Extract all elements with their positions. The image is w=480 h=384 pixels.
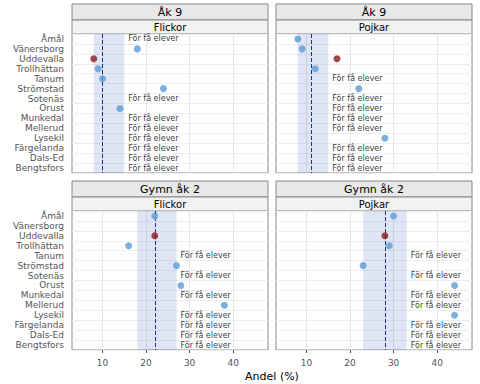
svg-text:För få elever: För få elever bbox=[181, 320, 232, 330]
svg-text:För få elever: För få elever bbox=[332, 143, 383, 153]
svg-text:För få elever: För få elever bbox=[332, 153, 383, 163]
svg-text:Tanum: Tanum bbox=[33, 251, 64, 261]
svg-text:Sotenäs: Sotenäs bbox=[28, 94, 65, 104]
svg-text:20: 20 bbox=[344, 358, 356, 368]
svg-text:10: 10 bbox=[97, 358, 109, 368]
svg-text:För få elever: För få elever bbox=[128, 123, 179, 133]
svg-text:Vänersborg: Vänersborg bbox=[13, 44, 64, 54]
svg-text:Färgelanda: Färgelanda bbox=[14, 320, 64, 330]
svg-text:20: 20 bbox=[140, 358, 152, 368]
svg-text:För få elever: För få elever bbox=[411, 340, 462, 350]
svg-text:För få elever: För få elever bbox=[128, 93, 179, 103]
svg-text:Trollhättan: Trollhättan bbox=[15, 64, 64, 74]
svg-text:För få elever: För få elever bbox=[332, 163, 383, 173]
svg-text:Uddevalla: Uddevalla bbox=[19, 54, 64, 64]
svg-text:Lysekil: Lysekil bbox=[34, 133, 64, 143]
svg-text:Lysekil: Lysekil bbox=[34, 310, 64, 320]
svg-text:För få elever: För få elever bbox=[411, 250, 462, 260]
svg-text:Gymn åk 2: Gymn åk 2 bbox=[140, 183, 200, 196]
svg-text:Åk 9: Åk 9 bbox=[158, 6, 182, 19]
svg-text:Åk 9: Åk 9 bbox=[362, 6, 386, 19]
svg-text:För få elever: För få elever bbox=[332, 113, 383, 123]
svg-text:40: 40 bbox=[431, 358, 443, 368]
svg-text:30: 30 bbox=[184, 358, 196, 368]
svg-text:För få elever: För få elever bbox=[181, 270, 232, 280]
svg-text:För få elever: För få elever bbox=[181, 340, 232, 350]
svg-text:För få elever: För få elever bbox=[181, 330, 232, 340]
svg-text:Gymn åk 2: Gymn åk 2 bbox=[344, 183, 404, 196]
svg-text:Strömstad: Strömstad bbox=[18, 84, 64, 94]
svg-text:För få elever: För få elever bbox=[411, 330, 462, 340]
svg-text:Strömstad: Strömstad bbox=[18, 261, 64, 271]
svg-text:30: 30 bbox=[388, 358, 400, 368]
svg-text:För få elever: För få elever bbox=[332, 103, 383, 113]
svg-text:40: 40 bbox=[227, 358, 239, 368]
svg-text:Färgelanda: Färgelanda bbox=[14, 143, 64, 153]
svg-text:För få elever: För få elever bbox=[332, 93, 383, 103]
svg-text:Vänersborg: Vänersborg bbox=[13, 221, 64, 231]
svg-text:För få elever: För få elever bbox=[411, 320, 462, 330]
svg-text:Sotenäs: Sotenäs bbox=[28, 271, 65, 281]
svg-text:Åmål: Åmål bbox=[41, 33, 64, 44]
svg-text:För få elever: För få elever bbox=[128, 113, 179, 123]
svg-text:För få elever: För få elever bbox=[411, 300, 462, 310]
svg-text:Tanum: Tanum bbox=[33, 74, 64, 84]
svg-text:Uddevalla: Uddevalla bbox=[19, 231, 64, 241]
svg-text:För få elever: För få elever bbox=[332, 123, 383, 133]
svg-text:Bengtsfors: Bengtsfors bbox=[16, 340, 65, 350]
svg-text:Mellerud: Mellerud bbox=[25, 300, 64, 310]
svg-text:10: 10 bbox=[301, 358, 313, 368]
svg-text:För få elever: För få elever bbox=[411, 290, 462, 300]
svg-text:För få elever: För få elever bbox=[128, 143, 179, 153]
svg-text:Mellerud: Mellerud bbox=[25, 123, 64, 133]
svg-text:För få elever: För få elever bbox=[128, 133, 179, 143]
svg-text:Trollhättan: Trollhättan bbox=[15, 241, 64, 251]
svg-text:För få elever: För få elever bbox=[128, 163, 179, 173]
svg-text:För få elever: För få elever bbox=[332, 73, 383, 83]
svg-text:För få elever: För få elever bbox=[181, 250, 232, 260]
svg-text:Åmål: Åmål bbox=[41, 210, 64, 221]
svg-text:Pojkar: Pojkar bbox=[359, 199, 390, 210]
svg-text:För få elever: För få elever bbox=[411, 270, 462, 280]
svg-text:Flickor: Flickor bbox=[154, 22, 187, 33]
svg-text:Dals-Ed: Dals-Ed bbox=[30, 330, 64, 340]
svg-text:Orust: Orust bbox=[39, 103, 64, 113]
svg-text:Bengtsfors: Bengtsfors bbox=[16, 163, 65, 173]
svg-text:För få elever: För få elever bbox=[128, 153, 179, 163]
svg-text:Flickor: Flickor bbox=[154, 199, 187, 210]
svg-text:För få elever: För få elever bbox=[181, 310, 232, 320]
svg-text:Dals-Ed: Dals-Ed bbox=[30, 153, 64, 163]
svg-text:För få elever: För få elever bbox=[128, 33, 179, 43]
svg-text:Munkedal: Munkedal bbox=[21, 113, 64, 123]
svg-text:Andel (%): Andel (%) bbox=[245, 370, 299, 383]
svg-text:Pojkar: Pojkar bbox=[359, 22, 390, 33]
svg-text:Munkedal: Munkedal bbox=[21, 290, 64, 300]
svg-text:För få elever: För få elever bbox=[181, 290, 232, 300]
svg-text:Orust: Orust bbox=[39, 280, 64, 290]
